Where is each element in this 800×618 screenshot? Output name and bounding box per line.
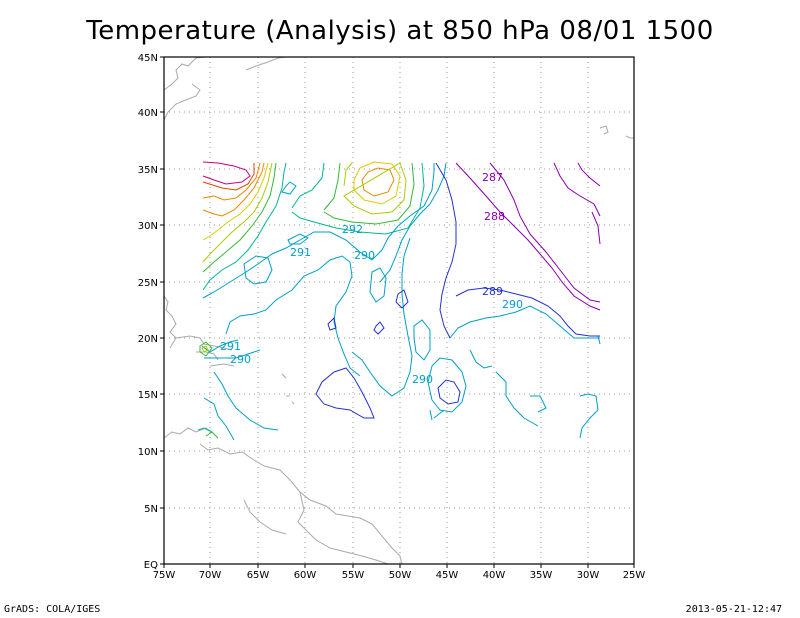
contour-291-a xyxy=(281,181,297,195)
timestamp-text: 2013-05-21-12:47 xyxy=(685,604,782,615)
lon-label: 70W xyxy=(199,570,222,581)
contour-290-g xyxy=(449,305,600,339)
latitude-labels: EQ 5N 10N 15N 20N 25N 30N 35N 40N 45N xyxy=(138,53,158,571)
contour-hispaniola xyxy=(199,341,213,357)
contour-291-i xyxy=(204,349,261,359)
contour-291-f xyxy=(369,267,387,303)
lon-label: 45W xyxy=(436,570,459,581)
map-title: Temperature (Analysis) at 850 hPa 08/01 … xyxy=(86,16,714,46)
contour-label: 290 xyxy=(230,353,251,366)
lat-label: 10N xyxy=(138,447,158,458)
contour-warm-5 xyxy=(202,162,269,241)
lat-label: 30N xyxy=(138,221,158,232)
contour-288-b xyxy=(489,162,601,303)
contour-label: 292 xyxy=(342,223,363,236)
contour-label: 290 xyxy=(412,373,433,386)
contour-warm-2 xyxy=(202,163,255,191)
map-frame xyxy=(163,56,635,565)
lat-label: EQ xyxy=(144,560,158,571)
lat-label: 45N xyxy=(138,53,158,64)
contour-290-f xyxy=(429,409,445,421)
contour-warm-1 xyxy=(202,161,251,185)
contour-label: 290 xyxy=(354,249,375,262)
lat-label: 15N xyxy=(138,390,158,401)
contour-label: 290 xyxy=(502,298,523,311)
contour-291-b xyxy=(287,233,309,245)
contour-290-k xyxy=(579,393,599,439)
contour-290-a xyxy=(213,371,279,431)
temperature-contours xyxy=(197,161,601,441)
contour-289-d xyxy=(373,321,385,335)
contour-290-l xyxy=(597,335,601,345)
contour-warm-7 xyxy=(202,162,277,273)
contour-289-e xyxy=(327,316,337,331)
contour-hispaniola-2 xyxy=(201,345,209,353)
lon-label: 55W xyxy=(342,570,365,581)
contour-warm-4 xyxy=(202,162,265,217)
lon-label: 30W xyxy=(577,570,600,581)
contour-colombia-2 xyxy=(197,427,213,433)
lat-label: 20N xyxy=(138,334,158,345)
longitude-labels: 75W 70W 65W 60W 55W 50W 45W 40W 35W 30W … xyxy=(153,570,646,581)
contour-289-b xyxy=(455,287,600,337)
tick-marks xyxy=(160,56,635,568)
contour-291-g xyxy=(413,319,431,361)
contour-290-e xyxy=(427,357,467,413)
lon-label: 25W xyxy=(623,570,646,581)
contour-warm-6 xyxy=(202,162,273,263)
contour-290-j xyxy=(530,395,547,413)
contour-label: 288 xyxy=(484,210,505,223)
contour-warm-8 xyxy=(202,162,287,291)
contour-289-f xyxy=(315,367,375,419)
contour-warmcore-4 xyxy=(323,162,415,225)
coastlines xyxy=(163,56,634,565)
contour-289-a xyxy=(435,162,457,339)
contour-label: 291 xyxy=(290,246,311,259)
lat-label: 25N xyxy=(138,278,158,289)
contour-290-c xyxy=(379,162,447,283)
lat-label: 40N xyxy=(138,108,158,119)
contour-290-i xyxy=(495,371,539,427)
contour-label: 289 xyxy=(482,285,503,298)
contour-290-b xyxy=(203,397,235,441)
lon-label: 35W xyxy=(530,570,553,581)
grid-lines xyxy=(164,57,634,564)
contour-warmcore-5 xyxy=(291,162,425,235)
contour-291-e xyxy=(225,255,361,377)
contour-label: 287 xyxy=(482,171,503,184)
contour-warmcore-2 xyxy=(353,161,401,205)
lon-label: 60W xyxy=(294,570,317,581)
lon-label: 50W xyxy=(389,570,412,581)
contour-warmcore-3 xyxy=(343,162,407,215)
lat-label: 35N xyxy=(138,165,158,176)
contour-289-g xyxy=(437,379,461,405)
lon-label: 40W xyxy=(483,570,506,581)
contour-287-a xyxy=(553,162,601,217)
contour-warm-3 xyxy=(202,162,261,201)
credit-text: GrADS: COLA/IGES xyxy=(4,604,101,615)
contour-label: 291 xyxy=(220,340,241,353)
contour-291-c xyxy=(243,255,273,285)
contour-287-b xyxy=(577,162,601,187)
contour-288-a xyxy=(455,162,601,311)
contour-290-h xyxy=(469,349,493,369)
contour-287-c xyxy=(591,211,601,245)
contour-289-c xyxy=(395,289,409,309)
lon-label: 75W xyxy=(153,570,176,581)
lat-label: 5N xyxy=(144,504,158,515)
contour-warmcore-1 xyxy=(361,167,395,197)
lon-label: 65W xyxy=(247,570,270,581)
contour-labels: 287 288 289 290 290 290 290 291 291 292 xyxy=(220,171,523,386)
contour-290-d xyxy=(351,237,413,397)
contour-291-d xyxy=(202,163,435,299)
